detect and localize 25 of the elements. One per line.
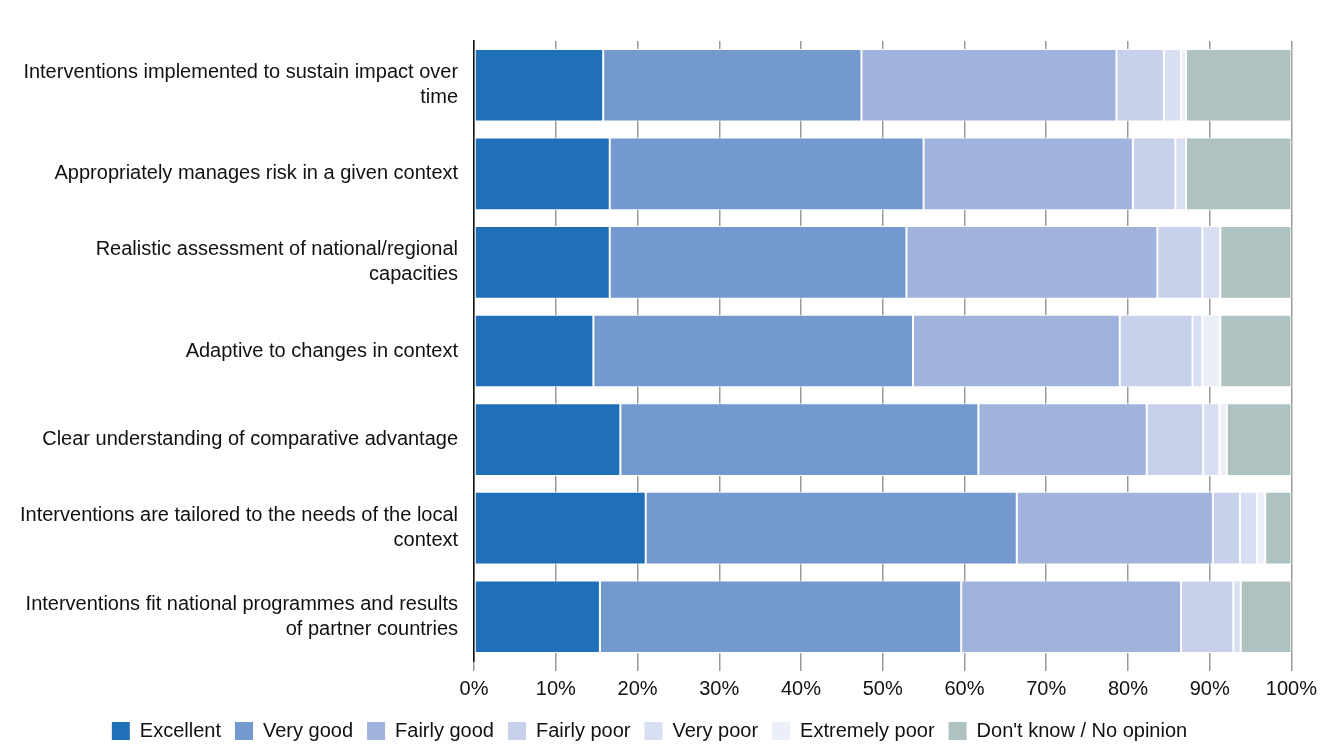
legend-label: Extremely poor <box>800 718 935 741</box>
x-tick-label: 60% <box>944 676 985 699</box>
x-tick-label: 70% <box>1026 676 1067 699</box>
y-tick-label: Adaptive to changes in context <box>185 338 459 361</box>
y-tick-label: Appropriately manages risk in a given context <box>54 161 459 184</box>
legend-label: Fairly poor <box>535 718 631 741</box>
legend-label: Fairly good <box>395 718 494 741</box>
legend-label: Very good <box>262 718 354 741</box>
y-tick-label: Realistic assessment of national/regional capacities <box>95 237 459 285</box>
legend-label: Don't know / No opinion <box>976 718 1188 741</box>
x-tick-label: 50% <box>862 676 903 699</box>
x-tick-label: 100% <box>1265 676 1318 699</box>
x-tick-label: 40% <box>780 676 822 699</box>
y-tick-label: Clear understanding of comparative advantage <box>42 427 459 450</box>
x-tick-label: 90% <box>1189 676 1230 699</box>
x-tick-label: 0% <box>459 676 489 699</box>
legend-label: Excellent <box>139 718 222 741</box>
y-tick-label: Interventions are tailored to the needs of the local context <box>19 503 459 551</box>
y-tick-label: Interventions implemented to sustain impact over time <box>23 60 459 108</box>
x-tick-label: 20% <box>617 676 658 699</box>
y-tick-label: Interventions fit national programmes and results of partner countries <box>25 591 459 639</box>
legend-label: Very poor <box>672 718 759 741</box>
x-tick-label: 30% <box>699 676 740 699</box>
x-tick-label: 80% <box>1107 676 1149 699</box>
x-tick-label: 10% <box>535 676 577 699</box>
